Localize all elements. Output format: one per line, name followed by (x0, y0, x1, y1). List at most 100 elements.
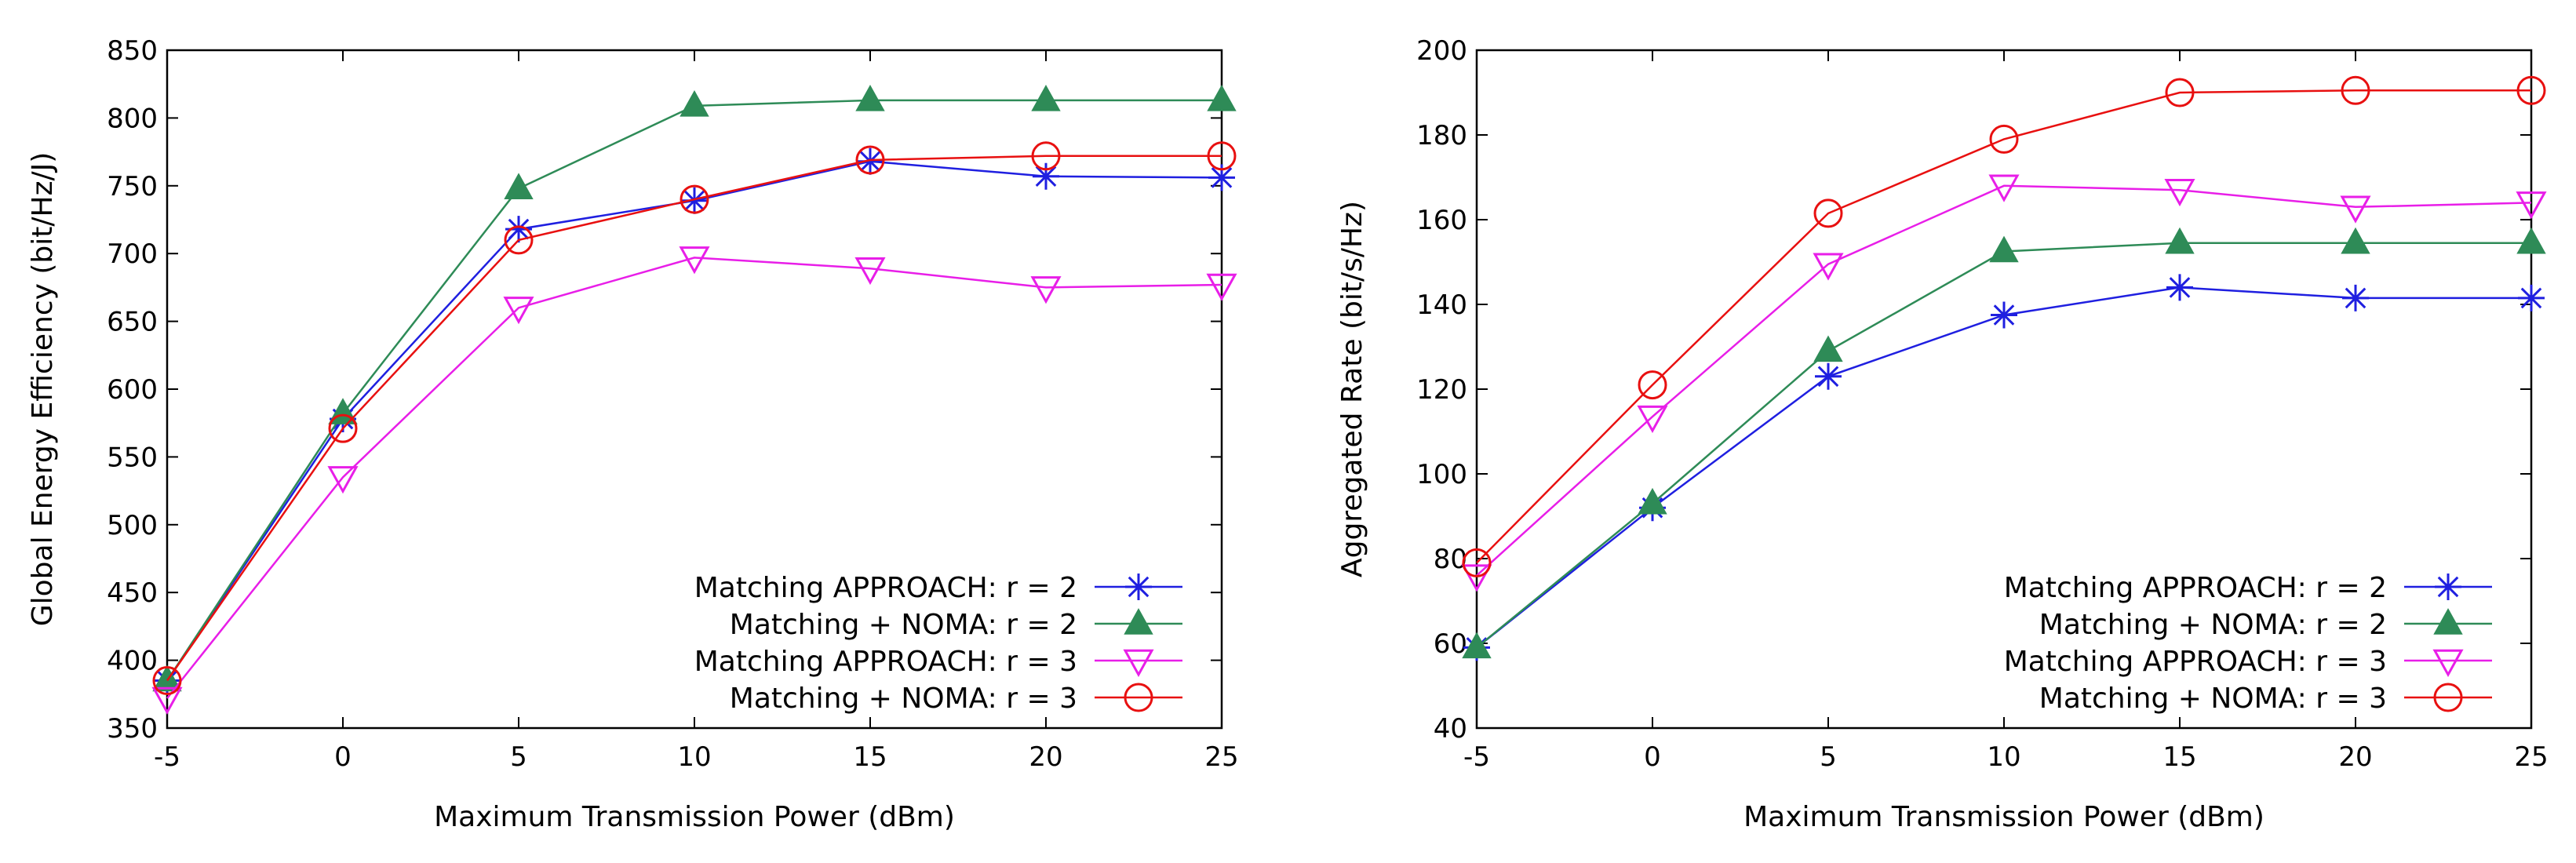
legend-label: Matching APPROACH: r = 3 (694, 646, 1077, 678)
y-tick-label: 80 (1434, 544, 1467, 575)
data-point (504, 225, 534, 255)
y-tick-label: 800 (107, 103, 158, 134)
y-tick-label: 400 (107, 646, 158, 677)
series-line (166, 257, 1222, 699)
legend-item: Matching + NOMA: r = 2 (2039, 608, 2492, 641)
y-tick-label: 140 (1416, 289, 1467, 321)
data-point (681, 187, 708, 214)
y-tick-label: 850 (107, 35, 158, 67)
legend-label: Matching + NOMA: r = 2 (730, 609, 1077, 641)
x-tick-label: 10 (677, 741, 711, 773)
series-3 (151, 246, 1237, 715)
legend-marker (2433, 683, 2463, 712)
chart-aggregated-rate: 40 60 80 100 120 140 160 180 200 -5 0 5 10 15 20 25 Maxi… (1336, 35, 2549, 833)
y-axis-label: Global Energy Efficiency (bit/Hz/J) (27, 152, 59, 627)
data-point (1033, 162, 1059, 190)
series-4 (1462, 75, 2546, 577)
series-3 (1461, 174, 2547, 592)
data-point (2518, 284, 2545, 311)
y-tick-label: 160 (1416, 205, 1467, 236)
legend-marker (2435, 574, 2461, 600)
legend-item: Matching + NOMA: r = 3 (730, 683, 1182, 715)
legend-marker (1125, 574, 1152, 600)
data-point (1813, 198, 1843, 228)
x-axis-label: Maximum Transmission Power (dBm) (1743, 801, 2264, 833)
legend-marker (2433, 608, 2463, 635)
legend-item: Matching APPROACH: r = 3 (2004, 646, 2492, 678)
data-point (2340, 195, 2371, 224)
series-2 (1462, 227, 2546, 659)
data-point (1462, 548, 1492, 577)
data-point (2516, 191, 2547, 220)
data-point (1207, 141, 1237, 171)
data-point (1815, 362, 1842, 390)
legend-marker (2432, 649, 2464, 677)
data-point (680, 184, 709, 214)
x-tick-label: 25 (2514, 741, 2548, 773)
y-tick-label: 180 (1416, 120, 1467, 151)
data-point (503, 297, 534, 325)
y-tick-label: 750 (107, 171, 158, 202)
legend-marker (1124, 608, 1153, 635)
legend-label: Matching + NOMA: r = 2 (2039, 609, 2387, 641)
data-point (1813, 253, 1844, 281)
data-point (1462, 632, 1492, 659)
data-point (855, 145, 885, 175)
x-axis-label: Maximum Transmission Power (dBm) (434, 801, 955, 833)
x-tick-label: 15 (853, 741, 887, 773)
data-point (1206, 273, 1237, 301)
data-point (2166, 274, 2193, 301)
y-tick-label: 650 (107, 307, 158, 338)
data-point (1989, 235, 2019, 263)
data-point (152, 665, 182, 692)
x-tick-label: 25 (1204, 741, 1238, 773)
series-line (166, 155, 1222, 682)
legend: Matching APPROACH: r = 2 Matching + NOMA:… (2004, 572, 2492, 715)
legend-marker (1123, 649, 1154, 677)
y-tick-label: 600 (107, 374, 158, 406)
data-point (328, 413, 358, 443)
data-point (2165, 227, 2195, 254)
data-point (854, 257, 886, 286)
data-point (1637, 405, 1668, 434)
data-point (2341, 227, 2370, 254)
y-tick-label: 40 (1434, 713, 1467, 745)
data-point (2164, 178, 2195, 207)
x-tick-label: -5 (154, 741, 180, 773)
legend-item: Matching APPROACH: r = 3 (694, 646, 1182, 678)
data-point (504, 173, 534, 200)
data-point (855, 85, 885, 111)
data-point (857, 147, 884, 175)
y-tick-label: 500 (107, 510, 158, 541)
y-tick-label: 60 (1434, 628, 1467, 660)
data-point (2516, 75, 2546, 105)
data-point (2341, 75, 2370, 105)
y-tick-label: 550 (107, 442, 158, 473)
x-tick-label: 10 (1987, 741, 2020, 773)
legend-label: Matching + NOMA: r = 3 (730, 683, 1077, 715)
x-tick-label: 15 (2162, 741, 2196, 773)
data-point (1638, 370, 1667, 400)
data-point (1989, 124, 2019, 154)
data-point (2165, 78, 2195, 107)
x-tick-label: -5 (1463, 741, 1490, 773)
legend-label: Matching APPROACH: r = 3 (2004, 646, 2387, 678)
x-tick-label: 5 (510, 741, 527, 773)
data-point (1461, 564, 1492, 592)
data-point (679, 246, 710, 275)
data-point (1031, 85, 1061, 111)
data-point (1991, 301, 2017, 329)
y-tick-label: 120 (1416, 374, 1467, 406)
x-tick-label: 20 (2338, 741, 2372, 773)
series-line (1476, 184, 2532, 577)
data-point (1638, 487, 1667, 515)
legend-item: Matching APPROACH: r = 2 (694, 572, 1182, 604)
y-tick-label: 100 (1416, 459, 1467, 490)
data-point (2516, 227, 2546, 254)
data-point (1813, 335, 1843, 362)
data-point (505, 216, 532, 243)
chart-energy-efficiency: 350 400 450 500 550 600 650 700 750 800 850 -5 0 5 10 1… (27, 35, 1239, 833)
data-point (152, 666, 182, 696)
